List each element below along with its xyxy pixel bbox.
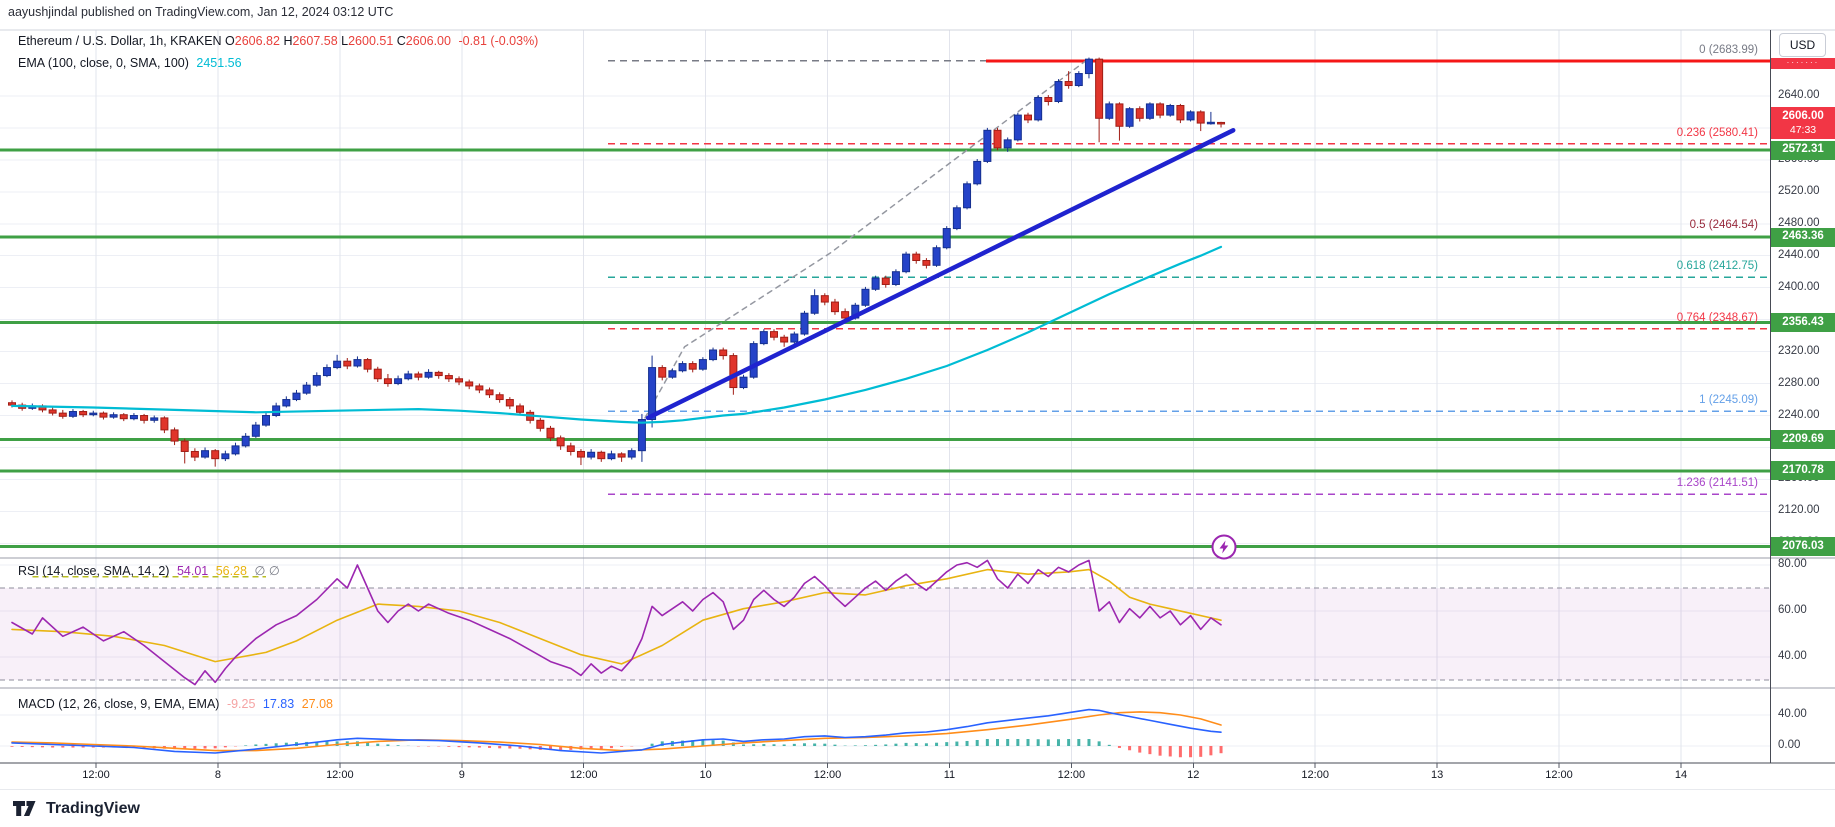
price-axis-label: 2440.00 bbox=[1778, 248, 1820, 261]
macd-hist-value: -9.25 bbox=[226, 697, 256, 711]
candlestick-chart-canvas[interactable] bbox=[0, 0, 1835, 790]
price-axis-label: 2320.00 bbox=[1778, 344, 1820, 357]
currency-toggle-button[interactable]: USD bbox=[1779, 33, 1826, 57]
macd-line-value: 17.83 bbox=[262, 697, 295, 711]
fib-level-label: 1 (2245.09) bbox=[1699, 394, 1758, 407]
ohlc-field-key: C bbox=[393, 34, 406, 48]
symbol-title: Ethereum / U.S. Dollar, 1h, KRAKEN bbox=[18, 34, 222, 48]
macd-signal-value: 27.08 bbox=[301, 697, 333, 711]
fib-level-label: 0.236 (2580.41) bbox=[1676, 126, 1758, 139]
fib-level-label: 0.764 (2348.67) bbox=[1676, 311, 1758, 324]
price-axis-label: 2480.00 bbox=[1778, 216, 1820, 229]
time-axis-label[interactable]: 11 bbox=[943, 769, 956, 781]
flash-reaction-icon[interactable] bbox=[1209, 532, 1239, 562]
price-axis-label: 2240.00 bbox=[1778, 408, 1820, 421]
time-axis-label[interactable]: 12:00 bbox=[82, 769, 110, 781]
time-axis-label[interactable]: 10 bbox=[699, 769, 712, 781]
level-price-badge: 2209.69 bbox=[1771, 430, 1835, 450]
symbol-legend[interactable]: Ethereum / U.S. Dollar, 1h, KRAKEN O2606… bbox=[18, 34, 538, 48]
macd-axis-label: 40.00 bbox=[1778, 708, 1807, 720]
ohlc-field-value: 2607.58 bbox=[292, 34, 338, 48]
tradingview-brand-text[interactable]: TradingView bbox=[46, 799, 140, 817]
chart-area[interactable]: Ethereum / U.S. Dollar, 1h, KRAKEN O2606… bbox=[0, 0, 1835, 790]
ohlc-field-key: O bbox=[225, 34, 235, 48]
time-axis-label[interactable]: 8 bbox=[214, 769, 221, 781]
rsi-hidden-bands: ∅ ∅ bbox=[254, 564, 280, 578]
ohlc-field-key: H bbox=[279, 34, 293, 48]
published-attribution: aayushjindal published on TradingView.co… bbox=[8, 5, 394, 19]
ohlc-values: O2606.82 H2607.58 L2600.51 C2606.00 bbox=[225, 34, 451, 48]
level-price-badge: 2356.43 bbox=[1771, 312, 1835, 332]
clipped-price-badge: ······· bbox=[1771, 58, 1835, 69]
level-price-badge: 2463.36 bbox=[1771, 227, 1835, 247]
ohlc-field-value: 2606.00 bbox=[405, 34, 451, 48]
tradingview-logo-icon[interactable] bbox=[12, 798, 38, 820]
ohlc-field-value: 2600.51 bbox=[348, 34, 394, 48]
time-axis-label[interactable]: 12:00 bbox=[326, 769, 354, 781]
price-axis-label: 2520.00 bbox=[1778, 184, 1820, 197]
level-price-badge: 2572.31 bbox=[1771, 140, 1835, 160]
price-axis-label: 2640.00 bbox=[1778, 88, 1820, 101]
time-axis-label[interactable]: 12:00 bbox=[1545, 769, 1573, 781]
current-price-badge: 2606.00 47:33 bbox=[1771, 107, 1835, 140]
bar-countdown: 47:33 bbox=[1789, 123, 1817, 136]
rsi-value: 54.01 bbox=[176, 564, 209, 578]
ema-value: 2451.56 bbox=[196, 56, 242, 70]
time-axis-label[interactable]: 9 bbox=[458, 769, 465, 781]
fib-level-label: 0.618 (2412.75) bbox=[1676, 260, 1758, 273]
macd-label: MACD (12, 26, close, 9, EMA, EMA) bbox=[18, 697, 220, 711]
ohlc-field-value: 2606.82 bbox=[234, 34, 280, 48]
change-value: -0.81 (-0.03%) bbox=[458, 34, 539, 48]
time-axis-label[interactable]: 12:00 bbox=[1301, 769, 1329, 781]
ema-legend[interactable]: EMA (100, close, 0, SMA, 100) 2451.56 bbox=[18, 56, 242, 70]
time-axis-label[interactable]: 12:00 bbox=[813, 769, 842, 781]
rsi-label: RSI (14, close, SMA, 14, 2) bbox=[18, 564, 170, 578]
fib-level-label: 0 (2683.99) bbox=[1699, 43, 1758, 56]
time-axis-label[interactable]: 14 bbox=[1674, 769, 1688, 781]
macd-axis-label: 0.00 bbox=[1778, 739, 1801, 751]
level-price-badge: 2170.78 bbox=[1771, 461, 1835, 481]
rsi-legend[interactable]: RSI (14, close, SMA, 14, 2) 54.01 56.28 … bbox=[18, 563, 280, 578]
rsi-axis-label: 60.00 bbox=[1778, 604, 1807, 616]
level-price-badge: 2076.03 bbox=[1771, 537, 1835, 557]
ema-label: EMA (100, close, 0, SMA, 100) bbox=[18, 56, 189, 70]
macd-legend[interactable]: MACD (12, 26, close, 9, EMA, EMA) -9.25 … bbox=[18, 697, 333, 711]
time-axis-label[interactable]: 12 bbox=[1187, 769, 1200, 781]
rsi-ma-value: 56.28 bbox=[215, 564, 247, 578]
price-axis-label: 2280.00 bbox=[1778, 376, 1820, 389]
price-axis-label: 2120.00 bbox=[1778, 504, 1820, 517]
footer-bar: TradingView bbox=[0, 790, 1835, 827]
time-axis-label[interactable]: 12:00 bbox=[569, 769, 598, 781]
fib-level-label: 1.236 (2141.51) bbox=[1676, 477, 1758, 490]
time-axis-label[interactable]: 13 bbox=[1430, 769, 1444, 781]
time-axis-label[interactable]: 12:00 bbox=[1057, 769, 1086, 781]
rsi-axis-label: 80.00 bbox=[1778, 558, 1807, 570]
rsi-axis-label: 40.00 bbox=[1778, 650, 1807, 662]
fib-level-label: 0.5 (2464.54) bbox=[1689, 219, 1758, 232]
ohlc-field-key: L bbox=[337, 34, 349, 48]
price-axis-label: 2400.00 bbox=[1778, 280, 1820, 293]
